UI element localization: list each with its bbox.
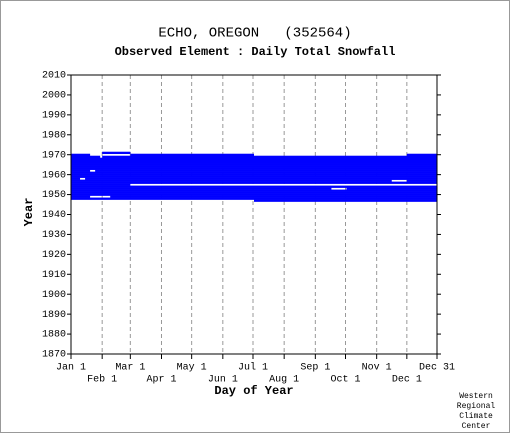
data-span [71,179,392,182]
data-span [71,189,437,192]
data-span [71,165,437,168]
credit-line: Western [459,392,493,401]
data-span [71,175,437,178]
data-span [71,171,437,174]
data-span [110,195,437,198]
x-tick-label: Feb 1 [87,374,117,386]
data-span [71,193,437,196]
chart-title: ECHO, OREGON (352564) [158,26,351,42]
data-span [71,187,332,190]
data-span [71,191,437,194]
x-tick-label: May 1 [177,363,207,374]
data-span [130,153,254,157]
y-tick-label: 1930 [42,230,66,241]
data-span [71,167,437,170]
data-span [71,155,101,159]
x-tick-label: Dec 31 [419,363,455,374]
data-span [71,157,437,160]
y-tick-label: 1890 [42,310,66,321]
data-span [71,195,91,198]
data-span [71,161,437,164]
data-span [254,199,437,202]
y-tick-label: 1950 [42,190,66,201]
data-span [71,185,437,188]
x-axis-label: Day of Year [214,384,293,398]
data-span [71,177,81,180]
credit-line: Climate [459,412,493,421]
y-tick-label: 2000 [42,91,66,102]
x-tick-label: Aug 1 [269,375,299,386]
data-span [71,173,437,176]
data-span [406,179,437,182]
credit-line: Center [462,422,491,431]
x-tick-label: Dec 1 [392,375,422,386]
data-span [71,197,437,200]
x-tick-label: Oct 1 [330,375,360,386]
x-tick-label: Jun 1 [208,375,238,386]
data-span [346,187,437,190]
data-span [71,153,91,157]
y-tick-label: 1880 [42,330,66,341]
x-tick-label: Jan 1 [56,363,86,374]
x-tick-label: Apr 1 [146,375,176,386]
x-tick-label: Sep 1 [300,363,330,374]
y-tick-label: 1900 [42,290,66,301]
data-span [102,151,131,155]
y-tick-label: 2010 [42,71,66,82]
data-span [71,163,437,166]
x-tick-label: Jul 1 [238,362,268,374]
data-span [71,169,91,172]
credit-line: Regional [457,402,496,411]
y-tick-label: 1980 [42,130,66,141]
y-tick-label: 1960 [42,170,66,181]
data-span [102,155,438,159]
y-axis-label: Year [22,198,36,227]
y-tick-label: 1990 [42,110,66,121]
data-span [406,153,437,157]
y-tick-label: 1940 [42,210,66,221]
plot-border [70,74,438,355]
y-tick-label: 1910 [42,270,66,281]
y-tick-label: 1870 [42,350,66,361]
chart-subtitle: Observed Element : Daily Total Snowfall [115,45,396,59]
data-span [85,177,438,180]
data-span [71,181,437,184]
data-span [95,169,437,172]
x-tick-label: Mar 1 [115,363,145,374]
y-tick-label: 1970 [42,150,66,161]
data-span [71,159,437,162]
y-tick-label: 1920 [42,250,66,261]
data-span [71,183,131,186]
x-tick-label: Nov 1 [362,363,392,374]
